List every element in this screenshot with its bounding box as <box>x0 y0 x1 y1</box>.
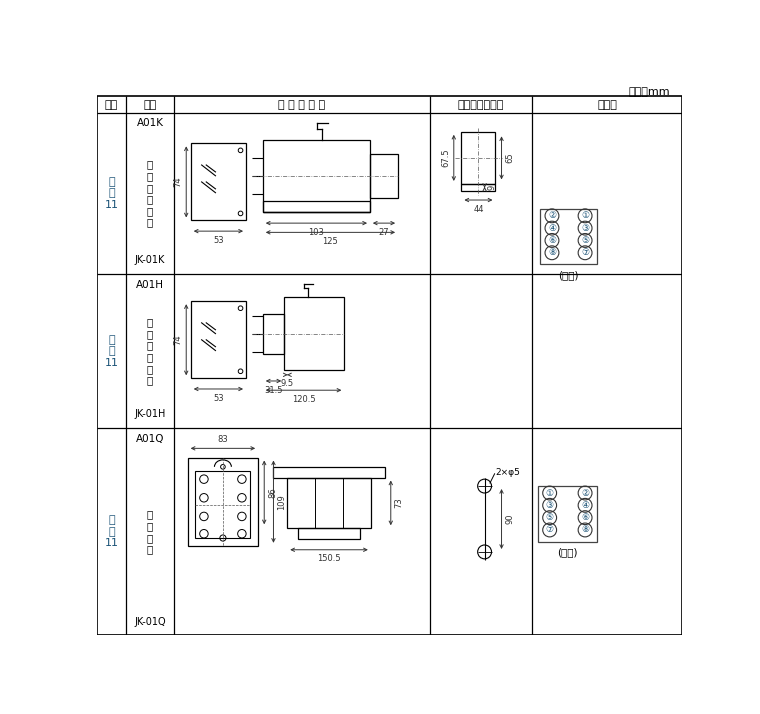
Text: 27: 27 <box>378 228 389 237</box>
Bar <box>461 132 496 183</box>
Text: ③: ③ <box>581 223 589 233</box>
Text: ①: ① <box>546 488 554 498</box>
Text: 外 形 尺 寸 图: 外 形 尺 寸 图 <box>278 99 325 109</box>
Bar <box>287 478 371 528</box>
Text: ③: ③ <box>546 501 554 510</box>
Text: ⑧: ⑧ <box>581 526 589 535</box>
Bar <box>191 301 246 378</box>
Text: 9: 9 <box>488 185 497 190</box>
Text: JK-01K: JK-01K <box>135 256 165 266</box>
Text: 嵌
入
式
后
接
线: 嵌 入 式 后 接 线 <box>147 159 154 228</box>
Text: 74: 74 <box>173 176 182 187</box>
Text: 单位：mm: 单位：mm <box>629 87 670 97</box>
Text: A01K: A01K <box>137 119 163 129</box>
Bar <box>274 467 385 478</box>
Text: 31.5: 31.5 <box>264 386 283 395</box>
Text: 凸
出
板
后
接
线: 凸 出 板 后 接 线 <box>147 317 154 386</box>
Bar <box>540 209 597 264</box>
Text: ⑥: ⑥ <box>548 236 556 245</box>
Text: 44: 44 <box>473 205 483 213</box>
Text: 74: 74 <box>173 334 182 345</box>
Text: 109: 109 <box>277 494 287 510</box>
Text: ⑤: ⑤ <box>546 513 554 522</box>
Text: ⑧: ⑧ <box>548 248 556 257</box>
Text: ①: ① <box>581 211 589 221</box>
Text: ②: ② <box>581 488 589 498</box>
Text: ⑤: ⑤ <box>581 236 589 245</box>
Bar <box>195 471 250 538</box>
Bar <box>298 528 360 539</box>
Text: ⑦: ⑦ <box>581 248 589 257</box>
Text: 附
图
11: 附 图 11 <box>105 335 119 368</box>
Text: 结构: 结构 <box>144 99 157 109</box>
Text: 安装开孔尺寸图: 安装开孔尺寸图 <box>458 99 504 109</box>
Text: 73: 73 <box>394 498 404 508</box>
Text: A01H: A01H <box>136 280 164 290</box>
Text: 67.5: 67.5 <box>441 149 450 167</box>
Text: 83: 83 <box>217 435 228 443</box>
Text: 150.5: 150.5 <box>317 554 340 563</box>
Text: ⑥: ⑥ <box>581 513 589 522</box>
Text: ⑦: ⑦ <box>546 526 554 535</box>
Bar <box>538 486 597 541</box>
Text: 9.5: 9.5 <box>280 379 294 388</box>
Bar <box>191 144 246 221</box>
Text: 端子图: 端子图 <box>597 99 617 109</box>
Bar <box>461 184 496 191</box>
Text: 86: 86 <box>268 487 277 498</box>
Text: JK-01H: JK-01H <box>135 409 166 419</box>
Text: 板
前
接
线: 板 前 接 线 <box>147 510 154 554</box>
Bar <box>263 313 284 354</box>
Bar <box>188 458 258 545</box>
Text: 图号: 图号 <box>105 99 118 109</box>
Text: 附
图
11: 附 图 11 <box>105 177 119 210</box>
Text: 120.5: 120.5 <box>292 395 315 404</box>
Text: 103: 103 <box>309 228 325 237</box>
Text: ④: ④ <box>548 223 556 233</box>
Text: JK-01Q: JK-01Q <box>135 617 166 627</box>
Bar <box>263 201 370 212</box>
Bar <box>370 154 398 198</box>
Text: (背视): (背视) <box>559 270 579 280</box>
Text: ④: ④ <box>581 501 589 510</box>
Bar <box>284 298 344 370</box>
Text: 90: 90 <box>505 514 515 524</box>
Text: 2×φ5: 2×φ5 <box>496 468 521 477</box>
Bar <box>263 139 370 212</box>
Text: 65: 65 <box>505 153 515 164</box>
Text: A01Q: A01Q <box>136 434 164 444</box>
Text: 53: 53 <box>213 236 223 245</box>
Text: ②: ② <box>548 211 556 221</box>
Text: 附
图
11: 附 图 11 <box>105 516 119 548</box>
Text: 53: 53 <box>213 393 223 403</box>
Text: 125: 125 <box>322 237 338 246</box>
Text: (前视): (前视) <box>557 548 578 558</box>
